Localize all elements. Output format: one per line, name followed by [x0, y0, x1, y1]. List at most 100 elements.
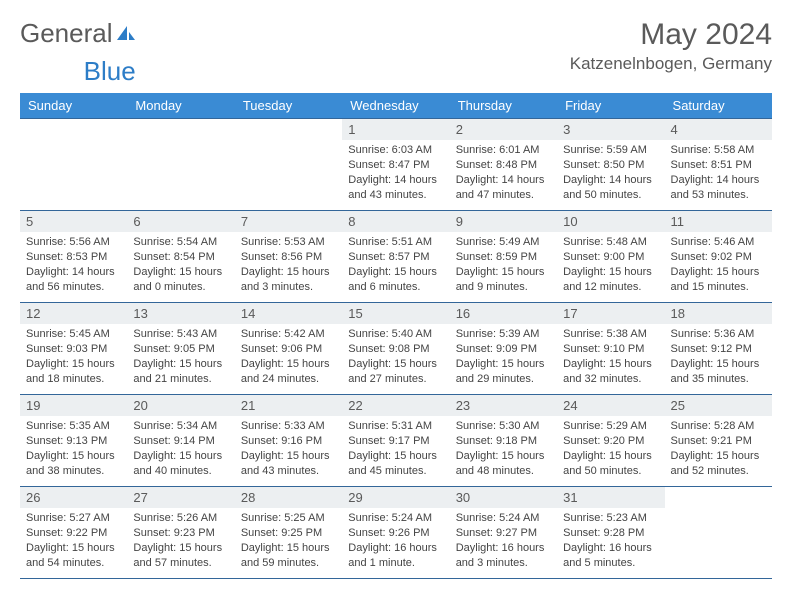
calendar-cell: 6Sunrise: 5:54 AMSunset: 8:54 PMDaylight… — [127, 211, 234, 303]
calendar-week: 26Sunrise: 5:27 AMSunset: 9:22 PMDayligh… — [20, 487, 772, 579]
day-detail: Sunrise: 5:56 AMSunset: 8:53 PMDaylight:… — [20, 232, 127, 300]
day-detail: Sunrise: 5:23 AMSunset: 9:28 PMDaylight:… — [557, 508, 664, 576]
day-number: 13 — [127, 303, 234, 324]
calendar-week: 12Sunrise: 5:45 AMSunset: 9:03 PMDayligh… — [20, 303, 772, 395]
calendar-cell: 19Sunrise: 5:35 AMSunset: 9:13 PMDayligh… — [20, 395, 127, 487]
day-number: 6 — [127, 211, 234, 232]
day-detail: Sunrise: 5:25 AMSunset: 9:25 PMDaylight:… — [235, 508, 342, 576]
brand-logo: General — [20, 18, 137, 49]
day-number: 24 — [557, 395, 664, 416]
day-detail: Sunrise: 5:45 AMSunset: 9:03 PMDaylight:… — [20, 324, 127, 392]
calendar-table: SundayMondayTuesdayWednesdayThursdayFrid… — [20, 93, 772, 579]
calendar-cell: 17Sunrise: 5:38 AMSunset: 9:10 PMDayligh… — [557, 303, 664, 395]
calendar-cell: 8Sunrise: 5:51 AMSunset: 8:57 PMDaylight… — [342, 211, 449, 303]
day-number: 16 — [450, 303, 557, 324]
day-detail: Sunrise: 5:26 AMSunset: 9:23 PMDaylight:… — [127, 508, 234, 576]
day-detail: Sunrise: 5:34 AMSunset: 9:14 PMDaylight:… — [127, 416, 234, 484]
day-number: 30 — [450, 487, 557, 508]
calendar-cell: 9Sunrise: 5:49 AMSunset: 8:59 PMDaylight… — [450, 211, 557, 303]
day-detail: Sunrise: 5:35 AMSunset: 9:13 PMDaylight:… — [20, 416, 127, 484]
day-number: 2 — [450, 119, 557, 140]
calendar-cell: 11Sunrise: 5:46 AMSunset: 9:02 PMDayligh… — [665, 211, 772, 303]
calendar-cell: 2Sunrise: 6:01 AMSunset: 8:48 PMDaylight… — [450, 119, 557, 211]
day-header: Sunday — [20, 93, 127, 119]
day-header: Tuesday — [235, 93, 342, 119]
calendar-week: 19Sunrise: 5:35 AMSunset: 9:13 PMDayligh… — [20, 395, 772, 487]
day-detail: Sunrise: 5:30 AMSunset: 9:18 PMDaylight:… — [450, 416, 557, 484]
calendar-cell: 20Sunrise: 5:34 AMSunset: 9:14 PMDayligh… — [127, 395, 234, 487]
calendar-head: SundayMondayTuesdayWednesdayThursdayFrid… — [20, 93, 772, 119]
day-number: 19 — [20, 395, 127, 416]
day-header: Friday — [557, 93, 664, 119]
calendar-cell: 22Sunrise: 5:31 AMSunset: 9:17 PMDayligh… — [342, 395, 449, 487]
day-number: 23 — [450, 395, 557, 416]
day-detail: Sunrise: 5:40 AMSunset: 9:08 PMDaylight:… — [342, 324, 449, 392]
day-number: 12 — [20, 303, 127, 324]
calendar-cell: 18Sunrise: 5:36 AMSunset: 9:12 PMDayligh… — [665, 303, 772, 395]
calendar-cell — [20, 119, 127, 211]
day-number: 4 — [665, 119, 772, 140]
day-detail: Sunrise: 6:03 AMSunset: 8:47 PMDaylight:… — [342, 140, 449, 208]
day-detail: Sunrise: 5:43 AMSunset: 9:05 PMDaylight:… — [127, 324, 234, 392]
month-title: May 2024 — [570, 18, 772, 52]
title-block: May 2024 Katzenelnbogen, Germany — [570, 18, 772, 74]
day-number: 27 — [127, 487, 234, 508]
day-number: 22 — [342, 395, 449, 416]
day-detail: Sunrise: 5:46 AMSunset: 9:02 PMDaylight:… — [665, 232, 772, 300]
day-detail: Sunrise: 5:58 AMSunset: 8:51 PMDaylight:… — [665, 140, 772, 208]
day-detail: Sunrise: 5:24 AMSunset: 9:27 PMDaylight:… — [450, 508, 557, 576]
sail-icon — [115, 18, 137, 49]
calendar-cell: 24Sunrise: 5:29 AMSunset: 9:20 PMDayligh… — [557, 395, 664, 487]
day-number: 5 — [20, 211, 127, 232]
calendar-cell — [665, 487, 772, 579]
calendar-cell: 27Sunrise: 5:26 AMSunset: 9:23 PMDayligh… — [127, 487, 234, 579]
calendar-cell: 15Sunrise: 5:40 AMSunset: 9:08 PMDayligh… — [342, 303, 449, 395]
calendar-cell: 25Sunrise: 5:28 AMSunset: 9:21 PMDayligh… — [665, 395, 772, 487]
day-detail: Sunrise: 5:31 AMSunset: 9:17 PMDaylight:… — [342, 416, 449, 484]
day-number: 21 — [235, 395, 342, 416]
day-header: Saturday — [665, 93, 772, 119]
day-number: 3 — [557, 119, 664, 140]
day-header: Thursday — [450, 93, 557, 119]
day-number: 17 — [557, 303, 664, 324]
calendar-cell: 14Sunrise: 5:42 AMSunset: 9:06 PMDayligh… — [235, 303, 342, 395]
calendar-cell: 23Sunrise: 5:30 AMSunset: 9:18 PMDayligh… — [450, 395, 557, 487]
day-detail: Sunrise: 5:59 AMSunset: 8:50 PMDaylight:… — [557, 140, 664, 208]
day-detail: Sunrise: 6:01 AMSunset: 8:48 PMDaylight:… — [450, 140, 557, 208]
day-detail: Sunrise: 5:33 AMSunset: 9:16 PMDaylight:… — [235, 416, 342, 484]
calendar-cell: 5Sunrise: 5:56 AMSunset: 8:53 PMDaylight… — [20, 211, 127, 303]
calendar-cell — [127, 119, 234, 211]
day-detail: Sunrise: 5:42 AMSunset: 9:06 PMDaylight:… — [235, 324, 342, 392]
day-number: 20 — [127, 395, 234, 416]
calendar-cell: 29Sunrise: 5:24 AMSunset: 9:26 PMDayligh… — [342, 487, 449, 579]
calendar-cell: 1Sunrise: 6:03 AMSunset: 8:47 PMDaylight… — [342, 119, 449, 211]
day-number: 9 — [450, 211, 557, 232]
calendar-cell: 16Sunrise: 5:39 AMSunset: 9:09 PMDayligh… — [450, 303, 557, 395]
day-detail: Sunrise: 5:38 AMSunset: 9:10 PMDaylight:… — [557, 324, 664, 392]
calendar-cell: 21Sunrise: 5:33 AMSunset: 9:16 PMDayligh… — [235, 395, 342, 487]
calendar-week: 1Sunrise: 6:03 AMSunset: 8:47 PMDaylight… — [20, 119, 772, 211]
calendar-cell: 4Sunrise: 5:58 AMSunset: 8:51 PMDaylight… — [665, 119, 772, 211]
day-detail: Sunrise: 5:54 AMSunset: 8:54 PMDaylight:… — [127, 232, 234, 300]
day-detail: Sunrise: 5:36 AMSunset: 9:12 PMDaylight:… — [665, 324, 772, 392]
calendar-cell: 12Sunrise: 5:45 AMSunset: 9:03 PMDayligh… — [20, 303, 127, 395]
day-detail: Sunrise: 5:51 AMSunset: 8:57 PMDaylight:… — [342, 232, 449, 300]
day-detail: Sunrise: 5:27 AMSunset: 9:22 PMDaylight:… — [20, 508, 127, 576]
calendar-cell: 10Sunrise: 5:48 AMSunset: 9:00 PMDayligh… — [557, 211, 664, 303]
day-detail: Sunrise: 5:24 AMSunset: 9:26 PMDaylight:… — [342, 508, 449, 576]
calendar-cell — [235, 119, 342, 211]
calendar-cell: 3Sunrise: 5:59 AMSunset: 8:50 PMDaylight… — [557, 119, 664, 211]
day-number: 14 — [235, 303, 342, 324]
brand-part1: General — [20, 18, 113, 49]
calendar-cell: 13Sunrise: 5:43 AMSunset: 9:05 PMDayligh… — [127, 303, 234, 395]
calendar-cell: 31Sunrise: 5:23 AMSunset: 9:28 PMDayligh… — [557, 487, 664, 579]
calendar-week: 5Sunrise: 5:56 AMSunset: 8:53 PMDaylight… — [20, 211, 772, 303]
location-label: Katzenelnbogen, Germany — [570, 54, 772, 74]
day-detail: Sunrise: 5:49 AMSunset: 8:59 PMDaylight:… — [450, 232, 557, 300]
day-detail: Sunrise: 5:53 AMSunset: 8:56 PMDaylight:… — [235, 232, 342, 300]
day-number: 28 — [235, 487, 342, 508]
day-detail: Sunrise: 5:28 AMSunset: 9:21 PMDaylight:… — [665, 416, 772, 484]
day-number: 29 — [342, 487, 449, 508]
day-number: 18 — [665, 303, 772, 324]
day-number: 26 — [20, 487, 127, 508]
